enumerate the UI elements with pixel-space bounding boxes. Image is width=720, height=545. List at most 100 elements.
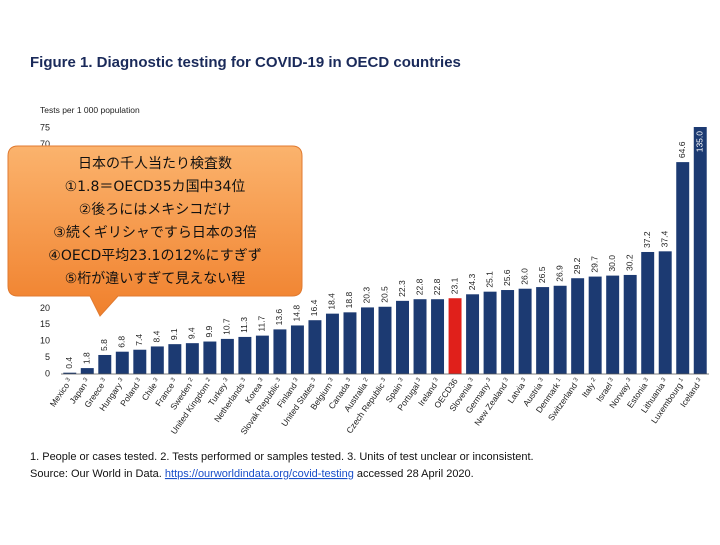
bar <box>571 278 585 374</box>
value-label: 37.2 <box>642 231 652 248</box>
value-label: 37.4 <box>659 231 669 248</box>
callout-text: ⑤桁が違いすぎて見えない程 <box>65 271 246 287</box>
chart-title: Figure 1. Diagnostic testing for COVID-1… <box>30 54 461 71</box>
category-note: 3 <box>468 376 475 383</box>
bar <box>553 285 567 374</box>
category-note: 3 <box>223 376 230 383</box>
bar <box>658 251 672 374</box>
source-text: Source: Our World in Data. <box>30 468 162 480</box>
value-label: 18.4 <box>327 293 337 310</box>
bar <box>501 290 515 374</box>
category-note: 3 <box>696 376 703 383</box>
bar <box>466 294 480 374</box>
bar <box>641 251 655 374</box>
value-label: 23.1 <box>449 277 459 294</box>
value-label: 7.4 <box>134 334 144 346</box>
y-axis-label: Tests per 1 000 population <box>40 105 140 115</box>
bar <box>536 287 550 374</box>
category-note: 2 <box>363 376 370 383</box>
y-tick-label: 20 <box>40 303 50 313</box>
bar <box>168 344 182 374</box>
value-label: 22.8 <box>414 278 424 295</box>
category-note: 3 <box>626 376 633 383</box>
bar <box>80 368 94 374</box>
category-note: 3 <box>310 376 317 383</box>
bar <box>220 338 234 374</box>
bar <box>588 276 602 374</box>
bar <box>343 312 357 374</box>
value-label: 22.8 <box>432 278 442 295</box>
category-note: 3 <box>643 376 650 383</box>
value-label: 20.3 <box>362 287 372 304</box>
value-label: 24.3 <box>467 273 477 290</box>
bar <box>396 300 409 374</box>
value-label: 64.6 <box>677 141 687 158</box>
y-tick-label: 5 <box>45 352 50 362</box>
source-link[interactable]: https://ourworldindata.org/covid-testing <box>165 468 354 480</box>
value-label: 29.7 <box>589 256 599 273</box>
value-label: 9.4 <box>187 327 197 339</box>
category-note: 3 <box>135 376 142 383</box>
category-note: 3 <box>520 376 527 383</box>
y-tick-label: 70 <box>40 139 50 149</box>
value-label: 30.2 <box>624 254 634 271</box>
category-note: 3 <box>83 376 90 383</box>
bar <box>518 288 532 374</box>
category-note: 1 <box>555 376 562 383</box>
callout-text: ③続くギリシャですら日本の3倍 <box>53 224 256 241</box>
bar <box>203 341 217 374</box>
value-label: 30.0 <box>607 255 617 272</box>
category-note: 3 <box>608 376 615 383</box>
value-label: 135.0 <box>694 131 704 153</box>
category-note: 3 <box>503 376 510 383</box>
footnote: 1. People or cases tested. 2. Tests perf… <box>30 451 534 463</box>
bar <box>623 274 637 374</box>
bar <box>255 335 269 374</box>
category-note: 3 <box>328 376 335 383</box>
bar <box>63 372 77 374</box>
source: Source: Our World in Data. https://ourwo… <box>30 468 474 480</box>
category-note: 3 <box>573 376 580 383</box>
value-label: 13.6 <box>274 309 284 326</box>
bars <box>63 127 707 374</box>
value-label: 29.2 <box>572 257 582 274</box>
category-note: 3 <box>258 376 265 383</box>
category-note: 2 <box>205 376 212 383</box>
callout-text: ②後ろにはメキシコだけ <box>79 202 232 218</box>
bar <box>483 291 497 374</box>
bar <box>378 306 392 374</box>
bar <box>133 349 147 374</box>
value-label: 16.4 <box>309 299 319 316</box>
y-tick-label: 10 <box>40 336 50 346</box>
bar <box>98 354 112 374</box>
value-label: 25.1 <box>484 271 494 288</box>
bar <box>150 346 164 374</box>
value-label: 8.4 <box>152 330 162 342</box>
value-label: 26.5 <box>537 266 547 283</box>
callout-box <box>7 145 303 317</box>
y-tick-label: 15 <box>40 319 50 329</box>
category-note: 3 <box>415 376 422 383</box>
value-label: 22.3 <box>397 280 407 297</box>
value-label: 9.9 <box>204 325 214 337</box>
category-note: 3 <box>345 376 352 383</box>
value-label: 1.8 <box>82 352 92 364</box>
bar <box>676 162 690 374</box>
value-label: 9.1 <box>169 328 179 340</box>
source-suffix: accessed 28 April 2020. <box>357 468 474 480</box>
bar <box>290 325 304 374</box>
category-note: 3 <box>100 376 107 383</box>
category-note: 1 <box>678 376 685 383</box>
category-note: 3 <box>275 376 282 383</box>
callout-text: ④OECD平均23.1の12%にすぎず <box>48 248 261 264</box>
x-tick-label: Mexico3 <box>48 376 75 409</box>
category-note: 3 <box>118 376 125 383</box>
value-label: 14.8 <box>292 305 302 322</box>
category-note: 3 <box>65 376 72 383</box>
value-label: 11.3 <box>239 317 249 333</box>
category-note: 3 <box>485 376 492 383</box>
bar <box>606 275 620 374</box>
bar <box>273 329 287 374</box>
